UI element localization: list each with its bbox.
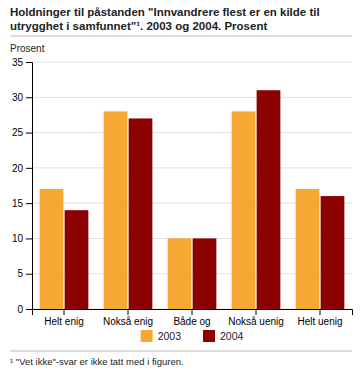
tick-label: Helt enig [44, 316, 83, 327]
tick-mark [192, 309, 193, 315]
tick-label: 30 [12, 92, 24, 103]
tick: Både og [173, 309, 210, 327]
tick-mark [26, 97, 32, 98]
tick-label: 5 [17, 268, 23, 279]
tick: 10 [12, 233, 32, 244]
bar [65, 210, 89, 309]
legend-label: 2003 [158, 330, 182, 342]
grid-line [32, 167, 352, 168]
plot: 0 5 10 15 20 25 30 35 Helt enig Nokså enig Både og… [12, 57, 353, 327]
title-rule [10, 36, 352, 37]
tick: Helt uenig [297, 309, 342, 327]
grid-line [32, 62, 352, 63]
bar [104, 111, 128, 309]
tick: 30 [12, 92, 32, 103]
tick-label: Helt uenig [297, 316, 342, 327]
tick-label: 25 [12, 127, 24, 138]
tick-mark [128, 309, 129, 315]
tick-label: Nokså uenig [228, 316, 284, 327]
tick: 5 [17, 268, 32, 279]
bar [193, 238, 217, 309]
tick-label: 0 [17, 304, 23, 315]
tick-mark [26, 203, 32, 204]
tick-mark [26, 309, 32, 310]
x-axis: Helt enig Nokså enig Både og Nokså uenig Hel… [33, 309, 353, 327]
chart: Holdninger til påstanden "Innvandrere fl… [0, 0, 362, 373]
tick-mark [320, 309, 321, 315]
tick-label: 10 [12, 233, 24, 244]
bar [232, 111, 256, 309]
grid-line [32, 132, 352, 133]
tick: Nokså uenig [228, 309, 284, 327]
tick-mark [26, 274, 32, 275]
legend-label: 2004 [220, 330, 244, 342]
legend-swatch [203, 330, 215, 342]
bars [40, 90, 345, 309]
tick: Nokså enig [103, 309, 153, 327]
tick: 35 [12, 57, 32, 68]
title: Holdninger til påstanden "Innvandrere fl… [10, 6, 323, 32]
tick: 15 [12, 198, 32, 209]
legend-swatch [141, 330, 153, 342]
tick-mark [26, 168, 32, 169]
tick-mark [256, 309, 257, 315]
tick: 0 [17, 304, 32, 315]
tick-label: Nokså enig [103, 316, 153, 327]
grid [32, 62, 352, 309]
footnote: ¹ "Vet ikke"-svar er ikke tatt med i fig… [10, 356, 184, 367]
tick-mark [26, 238, 32, 239]
tick-mark [26, 133, 32, 134]
bar [40, 189, 64, 309]
footnote-rule [10, 351, 352, 352]
tick-label: 20 [12, 163, 24, 174]
y-axis-title: Prosent [10, 43, 45, 54]
y-axis: 0 5 10 15 20 25 30 35 [12, 57, 33, 315]
tick: 20 [12, 163, 32, 174]
tick: Helt enig [44, 309, 83, 327]
legend-item: 2003 [141, 330, 182, 342]
bar [257, 90, 281, 309]
bar [296, 189, 320, 309]
bar [168, 238, 192, 309]
tick-mark [26, 62, 32, 63]
bar [321, 196, 345, 309]
series [65, 90, 345, 309]
legend-item: 2004 [203, 330, 244, 342]
tick: 25 [12, 127, 32, 138]
bar [129, 118, 153, 309]
axis-line [33, 310, 353, 316]
tick-label: 35 [12, 57, 24, 68]
grid-line [32, 97, 352, 98]
legend: 2003 2004 [141, 330, 244, 342]
tick-label: 15 [12, 198, 24, 209]
axis-line [26, 63, 33, 310]
tick-label: Både og [173, 316, 210, 327]
tick-mark [64, 309, 65, 315]
